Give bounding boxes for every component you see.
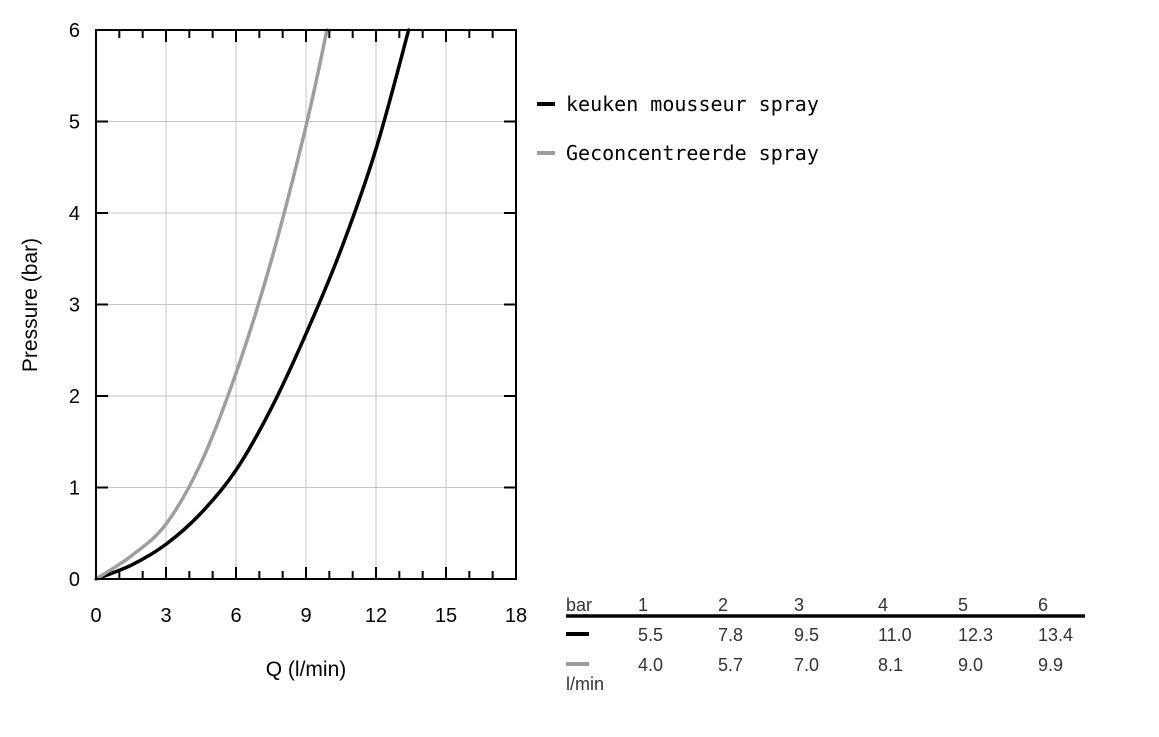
- table-cell: 9.9: [1038, 655, 1063, 675]
- series-geconcentreerde-spray: [94, 28, 329, 581]
- x-tick-label: 18: [505, 605, 527, 627]
- table-cell: 9.0: [958, 655, 983, 675]
- x-tick-label: 0: [90, 605, 101, 627]
- plot-frame: [95, 29, 517, 580]
- x-tick-label: 9: [300, 605, 311, 627]
- table-header-label: bar: [566, 595, 592, 615]
- table-pressure-header: 6: [1038, 595, 1048, 615]
- y-axis-label: Pressure (bar): [19, 238, 42, 372]
- table-pressure-header: 5: [958, 595, 968, 615]
- table-pressure-header: 2: [718, 595, 728, 615]
- table-pressure-header: 3: [794, 595, 804, 615]
- table-cell: 12.3: [958, 625, 993, 645]
- legend-entry: Geconcentreerde spray: [566, 141, 819, 165]
- x-axis-label: Q (l/min): [266, 658, 347, 681]
- table-cell: 9.5: [794, 625, 819, 645]
- table-cell: 13.4: [1038, 625, 1073, 645]
- y-tick-label: 3: [69, 295, 80, 317]
- legend-entry: keuken mousseur spray: [566, 92, 819, 116]
- legend: keuken mousseur spray Geconcentreerde spr…: [537, 92, 819, 165]
- table-cell: 4.0: [638, 655, 663, 675]
- y-tick-label: 5: [69, 112, 80, 134]
- series-keuken-mousseur-spray: [94, 28, 411, 581]
- y-tick-label: 6: [69, 20, 80, 42]
- series-curves: [94, 28, 411, 581]
- x-tick-label: 6: [230, 605, 241, 627]
- table-cell: 8.1: [878, 655, 903, 675]
- table-cell: 11.0: [878, 625, 912, 645]
- flow-table: bar 1 2 3 4 5 6 5.5 7.8 9.5 11.0 12.3 13.4 4.0 5.7 7.0 8…: [566, 595, 1085, 694]
- x-tick-label: 15: [435, 605, 457, 627]
- y-tick-label: 2: [69, 386, 80, 408]
- x-tick-label: 3: [160, 605, 171, 627]
- table-pressure-header: 4: [878, 595, 888, 615]
- y-tick-label: 0: [69, 569, 80, 591]
- table-cell: 5.5: [638, 625, 663, 645]
- table-cell: 7.8: [718, 625, 743, 645]
- table-cell: 7.0: [794, 655, 819, 675]
- table-units-label: l/min: [566, 674, 604, 694]
- x-tick-label: 12: [365, 605, 387, 627]
- table-pressure-header: 1: [638, 595, 648, 615]
- table-cell: 5.7: [718, 655, 743, 675]
- grid: [96, 30, 516, 579]
- y-tick-label: 1: [69, 478, 80, 500]
- y-tick-label: 4: [69, 203, 80, 225]
